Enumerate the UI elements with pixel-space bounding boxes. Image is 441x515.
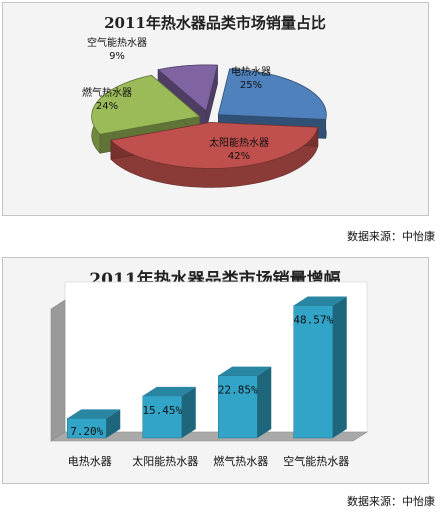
bar-value-label: 22.85% [218,384,258,397]
pie-slice-value-label: 9% [109,51,125,62]
pie-slice-category-label: 空气能热水器 [87,36,147,49]
pie-chart: 2011年热水器品类市场销量占比 电热水器 25% 太阳能热水器 42% 燃气热水器 24… [82,14,327,188]
data-source-note-bottom: 数据来源：中怡康 [347,495,435,508]
pie-slice [217,68,327,120]
pie-slice-group [110,122,319,188]
bar [293,305,333,439]
bar-side [106,409,121,438]
bar-group: 48.57% [293,296,347,439]
x-tick-label: 电热水器 [68,455,112,468]
bar [218,375,258,439]
plot-side-wall [50,299,66,442]
pie-chart-title: 2011年热水器品类市场销量占比 [104,14,326,32]
bar-group: 22.85% [218,366,272,439]
bar-top [218,366,272,376]
bar-top [293,296,347,306]
bar-top [67,409,121,419]
bar [142,395,182,439]
x-tick-label: 燃气热水器 [213,454,268,468]
bar-side [181,386,196,438]
x-tick-label: 空气能热水器 [283,454,349,468]
pie-chart-panel: 2011年热水器品类市场销量占比 电热水器 25% 太阳能热水器 42% 燃气热水器 24… [2,2,429,216]
pie-slice-value-label: 25% [240,80,262,91]
bar-side [257,366,272,438]
bar-chart-panel: 2011年热水器品类市场销量增幅 7.20% 电热水器 15.45% 太阳能热水器 22… [2,257,429,484]
bar-group: 7.20% [67,409,121,439]
bar-group: 15.45% [142,386,196,439]
bar-value-label: 48.57% [293,314,333,327]
bar [67,418,107,439]
plot-floor [49,431,369,442]
pie-slice [157,64,218,112]
x-tick-label: 太阳能热水器 [132,454,198,468]
pie-slice-value-label: 24% [96,101,118,112]
pie-slice-category-label: 太阳能热水器 [209,136,269,149]
bar-value-label: 15.45% [142,404,182,417]
pie-slice [110,122,319,169]
pie-slice-category-label: 燃气热水器 [82,86,132,99]
bar-top [142,386,196,396]
bar-value-label: 7.20% [70,425,103,438]
pie-slice-value-label: 42% [228,151,250,162]
pie-slice [91,74,201,135]
bar-chart: 2011年热水器品类市场销量增幅 7.20%电热水器15.45%太阳能热水器22… [49,269,369,468]
bar-side [332,296,347,438]
pie-slice-category-label: 电热水器 [231,65,271,78]
data-source-note-top: 数据来源：中怡康 [347,230,435,243]
